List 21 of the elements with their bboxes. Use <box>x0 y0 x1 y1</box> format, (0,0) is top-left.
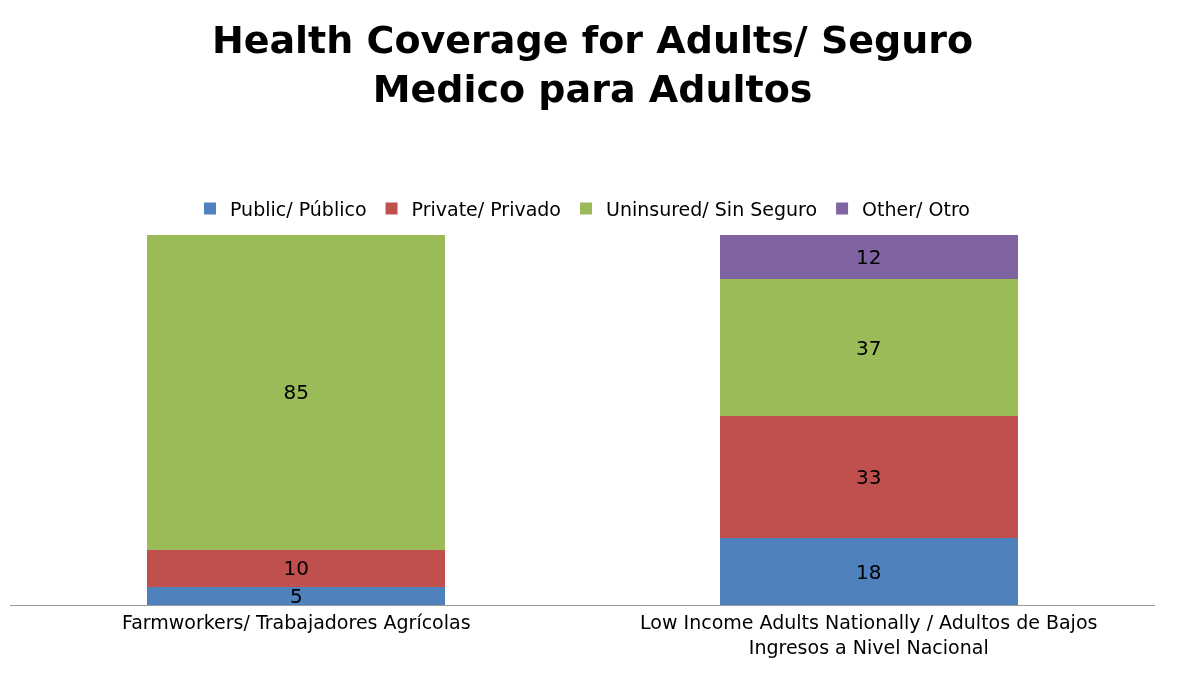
bar <box>719 416 1018 539</box>
legend-label: Public/ Público <box>230 197 367 220</box>
legend-label: Uninsured/ Sin Seguro <box>606 197 818 220</box>
bar <box>147 586 446 605</box>
x-tick-label: Farmworkers/ Trabajadores Agrícolas <box>121 610 471 633</box>
data-label: 12 <box>856 245 882 270</box>
legend-label: Other/ Otro <box>862 197 970 220</box>
data-label: 37 <box>856 335 882 360</box>
bar <box>719 235 1018 280</box>
bar <box>719 538 1018 605</box>
bar <box>147 235 446 550</box>
chart-title: Health Coverage for Adults/ Seguro Medico para Adultos <box>211 17 974 111</box>
x-tick-label: Low Income Adults Nationally / Adultos de Bajos Ingresos a Nivel Nacional <box>640 610 1098 658</box>
data-label: 5 <box>289 583 303 608</box>
bar <box>719 279 1018 417</box>
data-label: 85 <box>283 380 309 405</box>
legend-label: Private/ Privado <box>411 197 561 220</box>
bar <box>147 549 446 587</box>
data-label: 18 <box>856 559 882 584</box>
data-label: 33 <box>856 465 882 490</box>
data-label: 10 <box>283 556 309 580</box>
